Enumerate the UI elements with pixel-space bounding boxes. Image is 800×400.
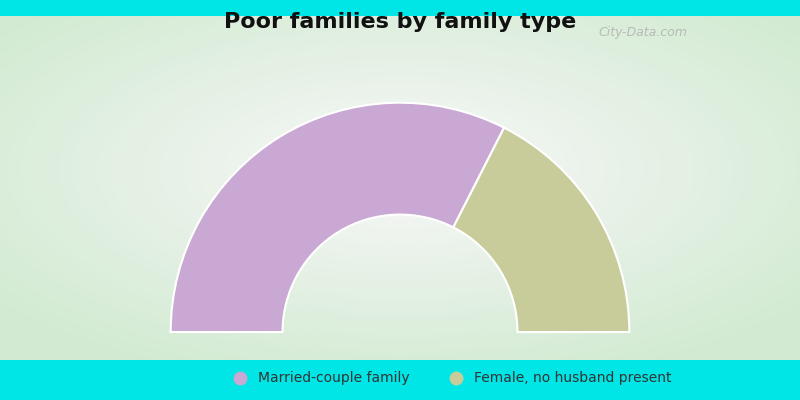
Text: Poor families by family type: Poor families by family type — [224, 12, 576, 32]
Text: City-Data.com: City-Data.com — [599, 26, 688, 39]
Text: Married-couple family: Married-couple family — [258, 371, 410, 385]
Wedge shape — [170, 103, 504, 332]
Wedge shape — [454, 128, 630, 332]
Text: Female, no husband present: Female, no husband present — [474, 371, 671, 385]
